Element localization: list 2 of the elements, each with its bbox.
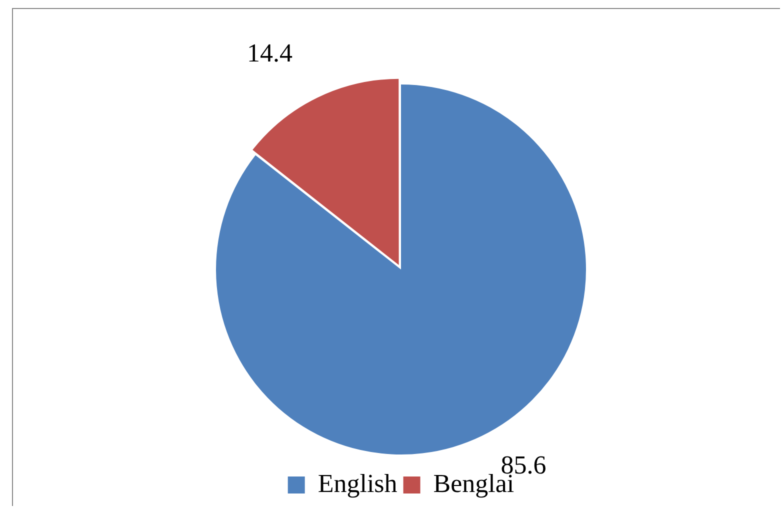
legend-label: English [318,468,398,498]
data-label: 14.4 [247,38,293,68]
